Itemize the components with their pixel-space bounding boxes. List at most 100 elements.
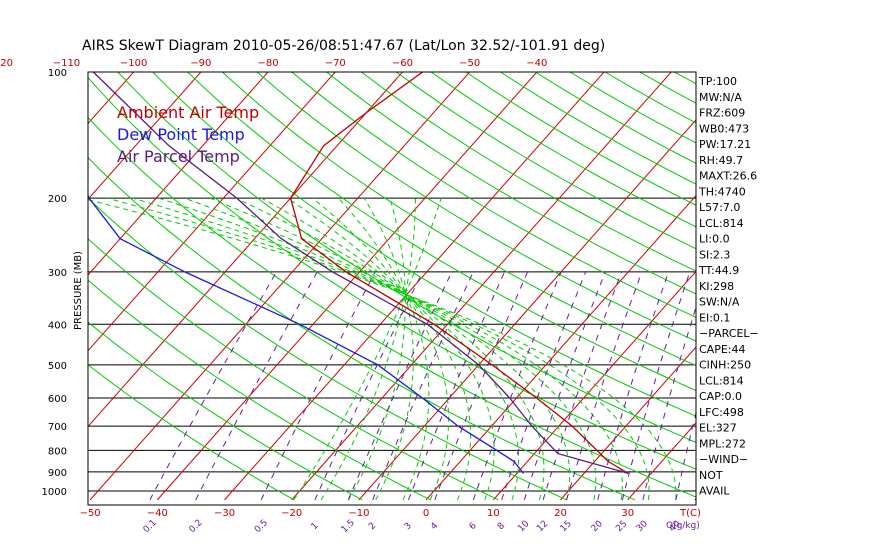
index-el: EL:327 [699, 422, 737, 435]
top-temp-tick-label: −90 [190, 58, 211, 69]
mixing-ratio-line [597, 271, 670, 501]
isotherm-line [0, 53, 83, 500]
index-tt: TT:44.9 [698, 264, 739, 277]
top-temp-tick-label: −80 [257, 58, 278, 69]
dry-adiabat [499, 72, 696, 185]
moist-adiabat [293, 197, 442, 501]
moist-adiabat [347, 197, 406, 501]
mixing-ratio-tick-label: 15 [559, 519, 574, 534]
pressure-tick-label: 300 [48, 268, 67, 279]
index-parcel: −PARCEL− [699, 327, 759, 340]
bottom-temp-tick-label: −20 [281, 508, 302, 519]
mixing-ratio-line [542, 271, 622, 501]
series-line-0 [289, 72, 629, 474]
bottom-temp-axis: −50 −40 −30 −20 −10 0 10 20 30 [80, 508, 635, 519]
bottom-temp-tick-label: 0 [423, 508, 429, 519]
mixing-ratio-line [621, 271, 691, 501]
series-line-1 [88, 193, 525, 474]
mixing-ratio-line [523, 271, 606, 501]
legend-entry-0: Ambient Air Temp [117, 103, 259, 122]
bottom-temp-tick-label: −40 [147, 508, 168, 519]
mixing-ratio-line [434, 271, 529, 501]
index-cape: CAPE:44 [699, 343, 746, 356]
top-temp-tick-label: −100 [120, 58, 147, 69]
dry-adiabat [256, 72, 696, 342]
bottom-temp-tick-label: −30 [214, 508, 235, 519]
pressure-tick-label: 1000 [42, 487, 67, 498]
bottom-temp-tick-label: 10 [487, 508, 500, 519]
index-th: TH:4740 [698, 185, 746, 198]
mixing-ratio-line [195, 271, 318, 501]
isotherm-line [0, 53, 16, 500]
series-layer [88, 72, 629, 475]
legend: Ambient Air Temp Dew Point Temp Air Parcel… [117, 103, 259, 166]
index-ei: EI:0.1 [699, 311, 730, 324]
index-si: SI:2.3 [699, 248, 730, 261]
mixing-ratio-tick-label: 0.2 [187, 518, 204, 535]
mixing-ratio-line [501, 271, 587, 501]
mixing-ratio-tick-label: 8 [496, 521, 507, 532]
index-l57: L57:7.0 [699, 201, 740, 214]
isotherm-line [560, 346, 696, 501]
dry-adiabat [88, 156, 636, 501]
index-cap: CAP:0.0 [699, 390, 742, 403]
plot-frame [87, 71, 697, 506]
moist-adiabat [184, 197, 571, 501]
dry-adiabat [742, 53, 870, 500]
dry-adiabat [152, 72, 696, 417]
index-mpl: MPL:272 [699, 437, 746, 450]
mixing-ratio-tick-label: 25 [614, 519, 629, 534]
index-mw: MW:N/A [699, 91, 742, 104]
top-temp-tick-label: −60 [392, 58, 413, 69]
isotherm-line [425, 194, 696, 501]
pressure-axis: 1000 900 800 700 600 500 400 300 200 100 [42, 68, 67, 498]
dry-adiabat [88, 279, 431, 501]
mixing-ratio-tick-label: 0.5 [253, 518, 270, 535]
indices-panel: TP:100 MW:N/A FRZ:609 WB0:473 PW:17.21 RH:49.… [698, 75, 759, 498]
bottom-temp-tick-label: −10 [348, 508, 369, 519]
dry-adiabat [88, 197, 567, 501]
isotherm-line [88, 72, 404, 428]
mixing-ratio-line [372, 271, 474, 501]
moist-adiabat [158, 197, 597, 500]
index-tp: TP:100 [698, 75, 737, 88]
legend-entry-2: Air Parcel Temp [117, 147, 240, 166]
dry-adiabat [117, 72, 696, 443]
moist-adiabat [261, 197, 495, 501]
grid-layer [0, 53, 870, 501]
mixing-ratio-tick-label: 30 [635, 519, 650, 534]
mixing-ratio-tick-label: 20 [590, 519, 605, 534]
mixing-ratio-tick-label: 4 [429, 521, 440, 532]
legend-entry-1: Dew Point Temp [117, 125, 245, 144]
mixing-ratio-axis-label: Q(g/kg) [666, 521, 700, 531]
top-temp-axis: −120 −110 −100 −90 −80 −70 −60 −50 −40 [0, 58, 547, 69]
top-temp-tick-label: −120 [0, 58, 13, 69]
mixing-ratio-labels: 0.1 0.2 0.5 1 1.5 2 3 4 6 8 10 12 15 20 25 30 40 [142, 518, 683, 535]
index-pw: PW:17.21 [699, 138, 751, 151]
x-axis-label: T(C) [679, 508, 701, 519]
pressure-tick-label: 200 [48, 194, 67, 205]
top-temp-tick-label: −40 [526, 58, 547, 69]
mixing-ratio-line [149, 271, 277, 501]
mixing-ratio-line [642, 305, 696, 501]
index-lcl: LCL:814 [699, 217, 744, 230]
mixing-ratio-line [566, 271, 643, 501]
isotherm-line [291, 72, 672, 501]
dry-adiabat [673, 72, 696, 85]
isotherm-line [627, 422, 696, 501]
index-cinh: CINH:250 [699, 359, 751, 372]
index-sw: SW:N/A [699, 296, 740, 309]
chart-title: AIRS SkewT Diagram 2010-05-26/08:51:47.6… [82, 38, 605, 54]
index-wb0: WB0:473 [699, 122, 749, 135]
index-lcl2: LCL:814 [699, 374, 744, 387]
dry-adiabat [88, 321, 363, 501]
moist-adiabat [320, 198, 416, 501]
isotherm-line [88, 72, 336, 352]
isotherm-line [88, 72, 269, 276]
dry-adiabat [325, 72, 696, 295]
pressure-tick-label: 600 [48, 394, 67, 405]
moist-adiabat [286, 197, 472, 501]
mixing-ratio-tick-label: 1 [310, 521, 321, 532]
moist-adiabat [363, 197, 414, 501]
